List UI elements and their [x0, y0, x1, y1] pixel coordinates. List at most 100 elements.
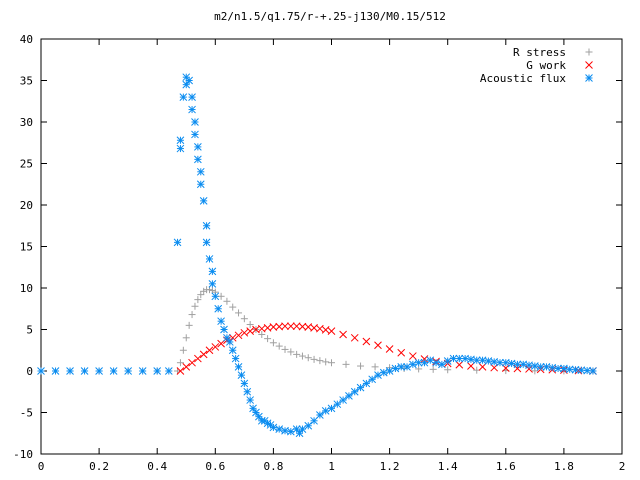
data-point: [191, 118, 199, 126]
x-tick-label: 0: [38, 460, 45, 473]
x-tick-label: 0.8: [263, 460, 283, 473]
data-point: [182, 362, 191, 371]
data-point: [298, 352, 306, 360]
data-point: [185, 76, 194, 85]
data-point: [525, 365, 533, 373]
data-point: [214, 304, 223, 313]
data-point: [371, 363, 379, 371]
data-point: [379, 368, 388, 377]
data-point: [182, 80, 191, 89]
data-point: [350, 333, 359, 342]
data-point: [185, 321, 193, 329]
data-point: [415, 365, 423, 373]
data-point: [368, 375, 377, 384]
data-point: [240, 315, 248, 323]
data-point: [316, 324, 324, 333]
data-point: [200, 287, 208, 295]
x-tick-label: 2: [619, 460, 626, 473]
x-tick-label: 1.6: [496, 460, 516, 473]
data-point: [176, 359, 184, 367]
data-point: [478, 356, 487, 365]
x-tick-label: 1.2: [380, 460, 400, 473]
data-point: [252, 408, 260, 417]
plot-series: [37, 73, 597, 438]
legend-marker: [585, 61, 593, 69]
data-point: [179, 346, 187, 354]
data-point: [362, 337, 371, 346]
axes: 0 0.2 0.4 0.6 0.8 1 1.2 1.4 1.6 1.8 2 -10 -5 0 5 10 15 20…: [13, 33, 625, 473]
data-point: [164, 367, 173, 375]
data-point: [138, 367, 147, 375]
y-tick-label: 20: [20, 199, 33, 212]
data-point: [310, 355, 318, 363]
data-point: [176, 144, 185, 153]
data-point: [322, 358, 330, 366]
data-point: [37, 367, 45, 375]
data-point: [199, 196, 208, 205]
data-point: [461, 354, 469, 363]
data-point: [333, 400, 342, 409]
data-point: [328, 359, 335, 367]
data-point: [408, 360, 417, 369]
data-point: [196, 167, 205, 176]
data-point: [173, 238, 182, 247]
data-point: [188, 311, 196, 319]
y-tick-label: 25: [20, 158, 33, 171]
data-point: [501, 358, 510, 367]
legend-marker: [585, 48, 593, 56]
data-point: [199, 350, 208, 359]
data-point: [188, 358, 196, 367]
data-point: [269, 323, 278, 331]
data-point: [304, 421, 313, 430]
data-point: [565, 365, 574, 374]
data-point: [217, 317, 225, 326]
x-tick-label: 1.4: [438, 460, 458, 473]
data-point: [237, 371, 246, 380]
data-point: [496, 358, 504, 367]
data-point: [357, 362, 365, 370]
data-point: [345, 392, 353, 400]
x-tick-label: 0.6: [205, 460, 225, 473]
data-point: [287, 348, 295, 356]
data-point: [316, 357, 324, 365]
data-point: [292, 425, 301, 433]
data-point: [293, 350, 301, 358]
data-point: [80, 367, 89, 375]
data-point: [205, 346, 214, 355]
x-tick-label: 0.4: [147, 460, 167, 473]
data-point: [316, 411, 324, 419]
data-point: [356, 383, 365, 392]
legend-label: R stress: [513, 46, 566, 59]
data-point: [223, 297, 231, 305]
data-point: [243, 387, 252, 396]
y-tick-label: 30: [20, 116, 33, 129]
data-point: [229, 303, 237, 311]
legend-label: G work: [526, 59, 566, 72]
data-point: [255, 412, 263, 421]
data-point: [342, 360, 350, 368]
data-point: [191, 130, 199, 139]
y-tick-label: -10: [13, 448, 33, 461]
data-point: [275, 342, 283, 350]
data-point: [589, 367, 597, 375]
data-point: [292, 322, 301, 331]
data-point: [490, 363, 499, 372]
data-point: [188, 105, 196, 114]
data-point: [275, 322, 284, 331]
data-point: [397, 362, 406, 371]
data-point: [455, 360, 464, 369]
x-tick-label: 1.8: [554, 460, 574, 473]
data-point: [281, 322, 289, 331]
x-tick-label: 0.2: [89, 460, 109, 473]
data-point: [240, 379, 249, 388]
y-tick-label: 15: [20, 241, 33, 254]
data-point: [197, 291, 205, 299]
data-point: [339, 330, 347, 339]
data-point: [321, 326, 330, 334]
data-point: [298, 425, 307, 433]
data-point: [191, 302, 199, 310]
data-point: [327, 327, 336, 336]
y-tick-label: 0: [26, 365, 33, 378]
data-point: [95, 367, 103, 375]
